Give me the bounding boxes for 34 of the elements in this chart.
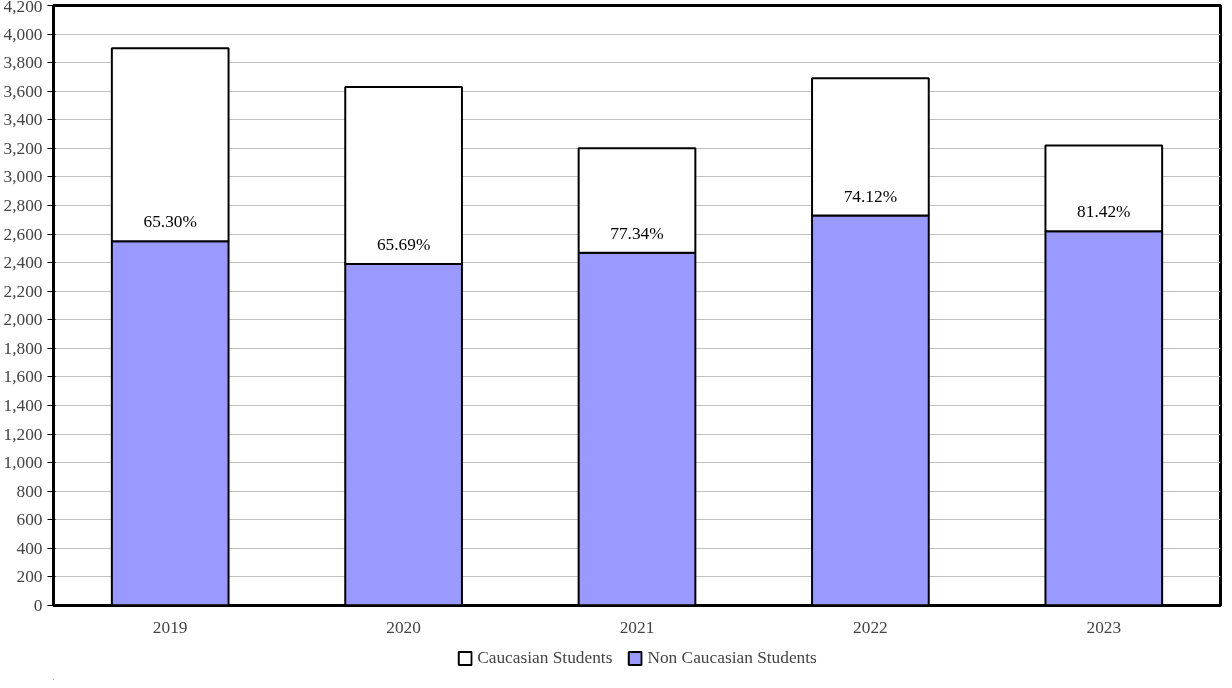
y-tick-label: 1,800 [3, 338, 43, 358]
y-tick-label: 3,400 [3, 110, 43, 130]
annotation: 65.69% [376, 235, 431, 255]
legend-label: Non Caucasian Students [647, 647, 817, 668]
x-tick-label: 2023 [1086, 617, 1122, 637]
y-tick-label: 2,800 [3, 196, 43, 215]
y-tick-label: 3,600 [3, 81, 43, 101]
y-tick-label: 0 [33, 596, 43, 615]
y-tick-label: 400 [16, 538, 43, 558]
y-tick-label: 2,600 [3, 224, 43, 244]
annotation: 65.30% [143, 212, 197, 232]
y-tick-label: 2,000 [3, 310, 43, 330]
y-tick-label: 1,400 [3, 396, 43, 415]
y-tick-label: 600 [16, 510, 43, 530]
y-tick-label: 3,200 [3, 138, 43, 158]
y-tick-label: 1,200 [3, 424, 43, 444]
y-tick-label: 200 [16, 567, 43, 587]
x-tick-label: 2022 [853, 617, 888, 637]
y-tick-label: 3,000 [3, 167, 43, 187]
annotation: 81.42% [1077, 202, 1131, 222]
y-tick-label: 2,400 [3, 253, 43, 273]
x-tick-label: 2021 [619, 617, 655, 637]
y-tick-label: 4,200 [3, 0, 43, 16]
y-tick-label: 800 [16, 481, 43, 501]
legend-label: Caucasian Students [477, 647, 613, 668]
y-tick-label: 3,800 [3, 53, 43, 73]
y-tick-label: 1,600 [3, 367, 43, 387]
x-tick-label: 2019 [152, 617, 188, 637]
y-tick-label: 1,000 [3, 453, 43, 473]
annotation: 77.34% [610, 223, 664, 243]
x-tick-label: 2020 [386, 617, 421, 637]
y-tick-label: 2,200 [3, 281, 43, 301]
annotation: 74.12% [843, 186, 898, 206]
y-tick-label: 4,000 [3, 24, 43, 44]
